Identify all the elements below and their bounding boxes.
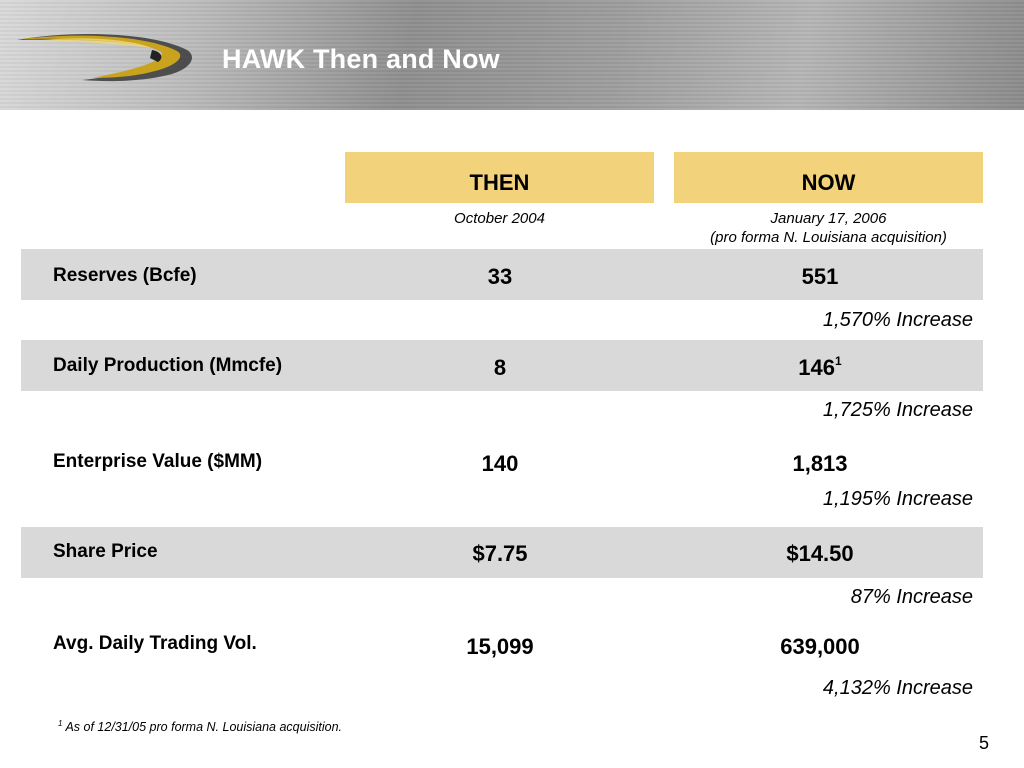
hawk-swoosh-logo <box>17 34 192 82</box>
now-date-line1: January 17, 2006 <box>770 210 887 227</box>
share-price-then-value: $7.75 <box>472 541 528 566</box>
share-price-increase: 87% Increase <box>850 586 973 608</box>
page-title: HAWK Then and Now <box>222 44 500 74</box>
enterprise-value-now-value: 1,813 <box>792 451 848 476</box>
footnote-marker: 1 <box>835 353 842 368</box>
row-label-reserves: Reserves (Bcfe) <box>53 265 197 286</box>
footnote-marker-ref: 1 <box>58 719 63 728</box>
header-banner: HAWK Then and Now <box>0 0 1024 110</box>
daily-production-now-value: 1461 <box>720 353 920 381</box>
trading-volume-now-value: 639,000 <box>780 634 860 659</box>
now-date-line2: (pro forma N. Louisiana acquisition) <box>710 229 947 246</box>
column-header-now: NOW <box>674 152 983 203</box>
share-price-now-value: $14.50 <box>786 541 854 566</box>
trading-volume-then-value: 15,099 <box>466 634 534 659</box>
then-date: October 2004 <box>454 210 545 227</box>
daily-production-now-number: 146 <box>798 355 836 380</box>
daily-production-increase: 1,725% Increase <box>822 399 973 421</box>
row-band-share-price <box>21 527 983 578</box>
row-band-reserves <box>21 249 983 300</box>
row-label-trading-volume: Avg. Daily Trading Vol. <box>53 633 257 654</box>
row-band-daily-production <box>21 340 983 391</box>
reserves-then-value: 33 <box>487 264 513 289</box>
footnote-text: As of 12/31/05 pro forma N. Louisiana ac… <box>62 720 343 735</box>
daily-production-then-value: 8 <box>493 355 507 380</box>
reserves-now-value: 551 <box>801 264 839 289</box>
enterprise-value-then-value: 140 <box>481 451 519 476</box>
page-number: 5 <box>979 733 990 753</box>
trading-volume-increase: 4,132% Increase <box>822 677 973 699</box>
now-date: January 17, 2006 (pro forma N. Louisiana… <box>674 209 983 247</box>
row-label-enterprise-value: Enterprise Value ($MM) <box>53 451 263 472</box>
reserves-increase: 1,570% Increase <box>822 309 973 331</box>
row-label-share-price: Share Price <box>53 541 158 562</box>
column-header-then: THEN <box>345 152 654 203</box>
footnote: 1 As of 12/31/05 pro forma N. Louisiana … <box>58 719 342 734</box>
enterprise-value-increase: 1,195% Increase <box>822 488 973 510</box>
row-label-daily-production: Daily Production (Mmcfe) <box>53 355 283 376</box>
